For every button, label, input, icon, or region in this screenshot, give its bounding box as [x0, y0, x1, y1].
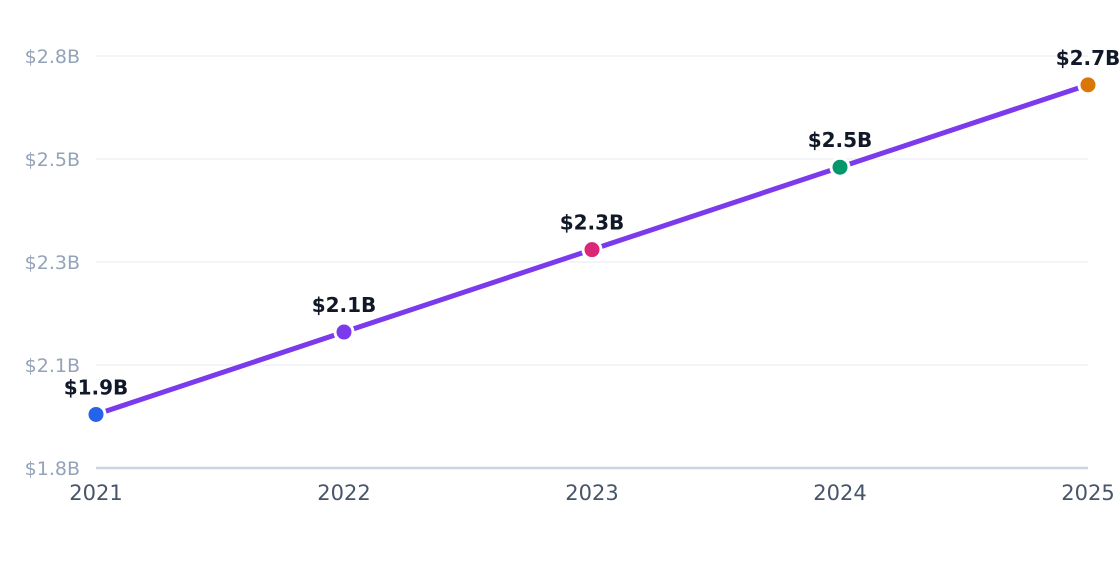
series-layer	[85, 74, 1099, 425]
data-point	[829, 156, 851, 178]
data-label: $2.3B	[560, 211, 625, 235]
data-label: $2.5B	[808, 128, 873, 152]
x-tick-label: 2025	[1061, 481, 1114, 505]
data-point	[333, 321, 355, 343]
y-tick-label: $2.3B	[25, 252, 80, 274]
grid-layer	[96, 55, 1088, 470]
data-label: $1.9B	[64, 375, 129, 399]
y-axis: $1.8B $2.1B $2.3B $2.5B $2.8B	[25, 46, 80, 480]
data-point	[581, 239, 603, 261]
x-axis: 2021 2022 2023 2024 2025	[69, 481, 1114, 505]
y-tick-label: $2.1B	[25, 355, 80, 377]
data-label-layer: $1.9B $2.1B $2.3B $2.5B $2.7B	[64, 46, 1120, 400]
y-tick-label: $2.5B	[25, 149, 80, 171]
x-tick-label: 2021	[69, 481, 122, 505]
data-point	[1077, 74, 1099, 96]
x-tick-label: 2023	[565, 481, 618, 505]
x-tick-label: 2022	[317, 481, 370, 505]
y-tick-label: $1.8B	[25, 458, 80, 480]
x-tick-label: 2024	[813, 481, 866, 505]
data-label: $2.7B	[1056, 46, 1120, 70]
data-point	[85, 403, 107, 425]
y-tick-label: $2.8B	[25, 46, 80, 68]
data-label: $2.1B	[312, 293, 377, 317]
